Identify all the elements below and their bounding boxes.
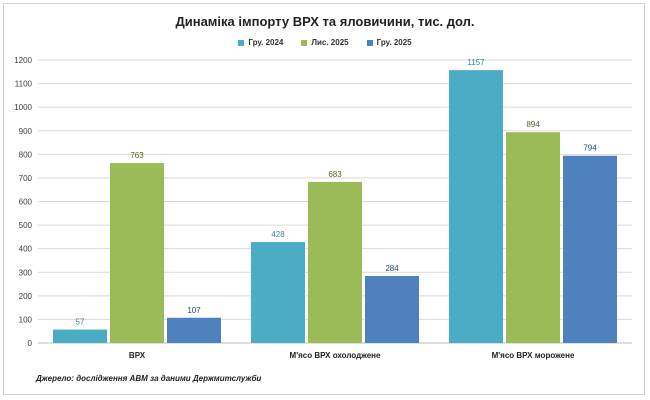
bar-1-2: [251, 242, 305, 343]
y-tick-label: 700: [19, 174, 33, 183]
bar-1-3: [449, 70, 503, 343]
source-note: Джерело: дослідження АВМ за даними Держм…: [36, 374, 262, 383]
legend-label: Гру. 2025: [376, 38, 412, 47]
bar-1-1: [53, 329, 107, 343]
y-tick-label: 800: [19, 150, 33, 159]
bar-2-2: [308, 181, 362, 343]
y-tick-label: 600: [19, 198, 33, 207]
data-label: 107: [187, 306, 201, 315]
data-label: 763: [130, 151, 144, 160]
legend-label: Гру. 2024: [248, 38, 284, 47]
y-tick-label: 500: [19, 221, 33, 230]
y-tick-label: 1000: [14, 103, 32, 112]
legend-swatch: [301, 39, 308, 46]
y-tick-label: 1200: [14, 56, 32, 65]
legend-swatch: [366, 39, 373, 46]
data-label: 683: [328, 170, 342, 179]
chart-title: Динаміка імпорту ВРХ та яловичини, тис. …: [175, 14, 475, 29]
x-tick-label: М'ясо ВРХ морожене: [492, 351, 575, 360]
x-tick-label: ВРХ: [129, 351, 146, 360]
legend-item-1: Гру. 2024: [238, 38, 283, 47]
bar-3-1: [167, 317, 221, 343]
bar-3-3: [563, 155, 617, 343]
legend-swatch: [238, 39, 245, 46]
bar-2-3: [506, 132, 560, 343]
data-label: 794: [583, 144, 597, 153]
y-tick-label: 0: [28, 339, 33, 348]
data-label: 57: [76, 318, 85, 327]
legend-item-2: Лис. 2025: [301, 38, 349, 47]
chart-legend: Гру. 2024 Лис. 2025 Гру. 2025: [0, 38, 650, 47]
data-label: 284: [385, 264, 399, 273]
data-label: 428: [271, 230, 285, 239]
y-tick-label: 400: [19, 245, 33, 254]
bar-3-2: [365, 276, 419, 343]
x-tick-label: М'ясо ВРХ охолоджене: [290, 351, 381, 360]
y-tick-label: 900: [19, 127, 33, 136]
legend-item-3: Гру. 2025: [366, 38, 412, 47]
bar-2-1: [110, 163, 164, 343]
y-tick-label: 200: [19, 292, 33, 301]
y-tick-label: 100: [19, 315, 33, 324]
y-tick-label: 300: [19, 268, 33, 277]
y-tick-label: 1100: [15, 80, 33, 89]
data-label: 1157: [467, 58, 485, 67]
data-label: 894: [526, 120, 540, 129]
legend-label: Лис. 2025: [311, 38, 349, 47]
